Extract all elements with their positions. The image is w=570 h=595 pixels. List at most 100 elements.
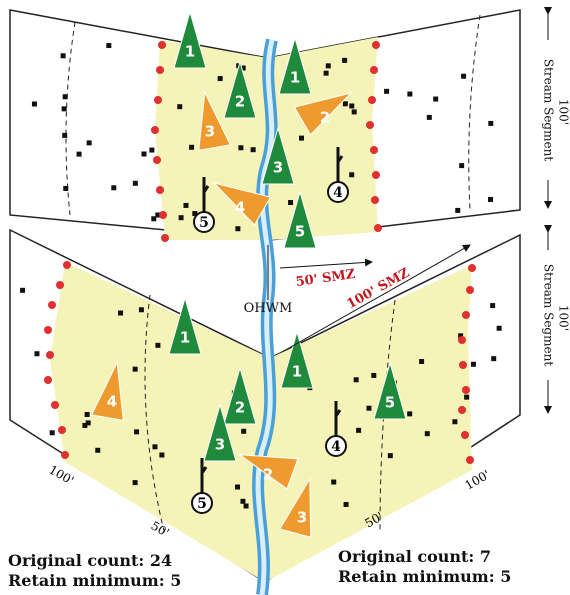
tree-dot — [250, 147, 256, 153]
tree-dot — [371, 372, 377, 378]
tree: 1 — [278, 36, 312, 95]
tree-dot — [85, 420, 91, 426]
tree-triangle — [293, 92, 353, 136]
tree-dot — [62, 94, 68, 100]
boundary-dot — [61, 451, 69, 459]
original-count: Original count: 7 — [338, 547, 491, 566]
tree-dot — [106, 43, 112, 49]
tree-dot — [31, 101, 37, 107]
tree-dot — [235, 484, 241, 490]
tree-dot — [387, 453, 393, 459]
tree-dot — [159, 452, 165, 458]
boundary-dot — [158, 41, 166, 49]
tree-dot — [178, 215, 184, 221]
original-count: Original count: 24 — [8, 551, 172, 570]
tree-dot — [433, 96, 439, 102]
boundary-dot — [371, 196, 379, 204]
tree-dot — [84, 412, 90, 418]
ohwm-label: OHWM — [244, 301, 293, 316]
tree: 1 — [280, 330, 314, 389]
tree-dot — [464, 394, 470, 400]
tree-dot — [155, 342, 161, 348]
tree-triangle — [223, 60, 257, 119]
tree-label: 3 — [205, 123, 215, 141]
tree-dot — [470, 361, 476, 367]
smz-label: 50' SMZ — [295, 267, 357, 290]
boundary-dot — [154, 96, 162, 104]
tree-dot — [488, 120, 494, 126]
boundary-dot — [459, 361, 467, 369]
snag-label: 4 — [333, 185, 343, 201]
boundary-dot — [370, 146, 378, 154]
tree-triangle — [168, 296, 202, 355]
tree: 3 — [198, 90, 232, 151]
tree-dot — [62, 132, 68, 138]
tree-dot — [452, 419, 458, 425]
tree: 3 — [203, 403, 237, 462]
tree-dot — [351, 109, 357, 115]
tree-label: 2 — [263, 466, 273, 484]
tree-dot — [407, 91, 413, 97]
tree-label: 2 — [320, 109, 330, 127]
tree: 2 — [223, 60, 257, 119]
boundary-dot — [156, 66, 164, 74]
tree-dot — [325, 63, 331, 69]
side-dim: 100' — [557, 305, 570, 331]
tree-dot — [323, 70, 329, 76]
tree-dot — [183, 202, 189, 208]
distance-label: 100' — [47, 462, 77, 487]
boundary-dot — [161, 234, 169, 242]
snag — [202, 177, 210, 212]
stream-center — [255, 39, 275, 595]
tree-triangle — [90, 360, 124, 421]
tree-dot — [490, 303, 496, 309]
tree-dot — [419, 358, 425, 364]
tree-dot — [177, 104, 183, 110]
tree-triangle — [280, 330, 314, 389]
tree-triangle — [223, 366, 257, 425]
tree-dot — [118, 310, 124, 316]
tree-dot — [49, 430, 55, 436]
boundary-dot — [46, 351, 54, 359]
boundary-dot — [466, 286, 474, 294]
tree: 4 — [90, 360, 124, 421]
tree-dot — [132, 480, 138, 486]
tree-dot — [151, 216, 157, 222]
dashed-line — [379, 299, 396, 531]
snag — [200, 458, 208, 493]
tree-dot — [349, 172, 355, 178]
tree-dot — [496, 325, 502, 331]
decoration — [20, 14, 502, 536]
tree-dot — [192, 211, 198, 217]
tree-label: 2 — [235, 93, 245, 111]
smz-line — [279, 258, 373, 269]
boundary-dot — [44, 326, 52, 334]
tree: 5 — [283, 190, 317, 249]
tree-dot — [288, 200, 294, 206]
tree-dot — [235, 226, 241, 232]
tree-dot — [152, 444, 158, 450]
tree-dot — [141, 151, 147, 157]
boundary-dot — [51, 401, 59, 409]
tree-dot — [61, 106, 67, 112]
dashed-line — [468, 14, 481, 211]
tree: 4 — [212, 182, 272, 226]
boundary-dot — [468, 264, 476, 272]
tree-dot — [488, 196, 494, 202]
retain-minimum: Retain minimum: 5 — [338, 567, 511, 586]
tree-label: 1 — [180, 329, 190, 347]
tree-dot — [424, 431, 430, 437]
tree: 2 — [293, 92, 353, 136]
tree-dot — [149, 147, 155, 153]
tree-dot — [455, 207, 461, 213]
tree-dot — [82, 422, 88, 428]
tree-dot — [366, 405, 372, 411]
dashed-line — [144, 294, 166, 536]
tree-label: 4 — [107, 393, 117, 411]
tree-label: 1 — [292, 363, 302, 381]
tree-dot — [240, 65, 246, 71]
snag-circle — [191, 492, 213, 514]
tree-dot — [342, 57, 348, 63]
tree-dot — [60, 53, 66, 59]
